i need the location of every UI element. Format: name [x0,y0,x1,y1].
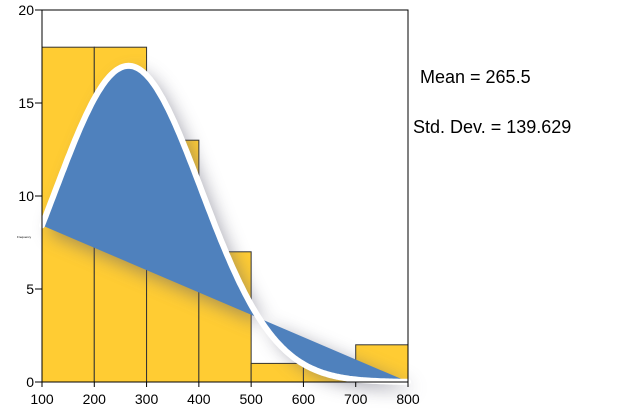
y-tick-label: 15 [18,95,34,111]
std-dev-label: Std. Dev. = 139.629 [413,117,572,137]
y-axis: 0 5 10 15 20 [18,2,42,390]
y-axis-title: Frequency [17,235,32,239]
y-tick-label: 0 [26,374,34,390]
y-tick-label: 20 [18,2,34,18]
x-tick-label: 800 [396,391,420,407]
x-tick-label: 200 [83,391,107,407]
y-tick-label: 5 [26,281,34,297]
mean-label: Mean = 265.5 [420,67,531,87]
x-tick-label: 100 [30,391,54,407]
normal-curve [39,62,415,389]
normal-curve-line [39,62,411,385]
bar-bin-6 [250,362,304,383]
normal-curve-area [42,65,408,382]
x-tick-label: 600 [292,391,316,407]
x-tick-label: 400 [187,391,211,407]
y-tick-label: 10 [18,188,34,204]
x-tick-label: 700 [344,391,368,407]
x-axis: 100 200 300 400 500 600 700 800 [30,382,420,407]
x-tick-label: 500 [239,391,263,407]
x-tick-label: 300 [135,391,159,407]
